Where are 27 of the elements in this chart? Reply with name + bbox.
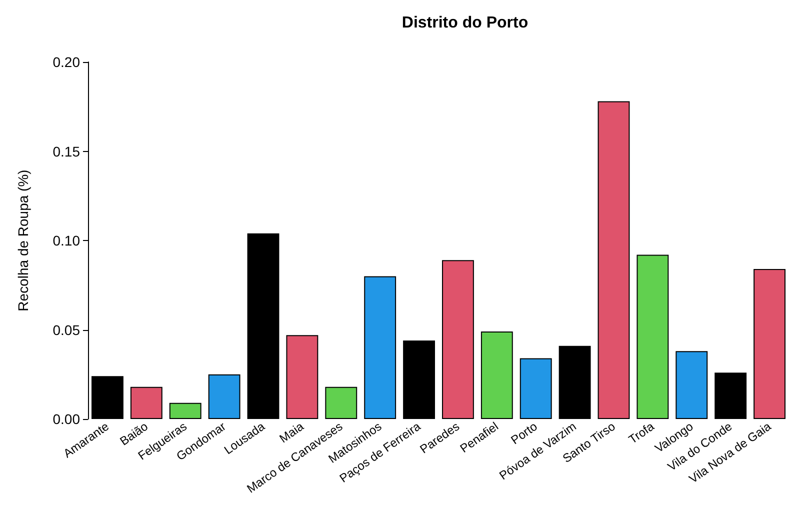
chart-title: Distrito do Porto xyxy=(402,14,528,32)
bar xyxy=(558,346,591,419)
y-tick-label: 0.20 xyxy=(52,54,80,70)
bar xyxy=(169,402,202,419)
x-tick-label: Trofa xyxy=(626,419,657,447)
bar xyxy=(92,376,124,419)
bar xyxy=(442,260,474,419)
y-axis-title: Recolha de Roupa (%) xyxy=(15,170,31,312)
y-tick-label: 0.10 xyxy=(52,232,80,248)
bar xyxy=(130,386,162,419)
bar xyxy=(286,335,318,419)
bar xyxy=(403,340,435,419)
y-tick-label: 0.05 xyxy=(52,322,80,338)
bar xyxy=(676,351,708,419)
bar xyxy=(598,101,630,419)
bar xyxy=(714,372,747,419)
bar xyxy=(520,358,552,419)
bar xyxy=(364,276,396,419)
bar xyxy=(754,269,786,419)
bar xyxy=(480,332,513,419)
bar xyxy=(247,233,280,419)
bar xyxy=(208,374,240,419)
bar xyxy=(636,254,669,419)
x-tick-label: Porto xyxy=(508,419,540,448)
y-tick-label: 0.00 xyxy=(52,411,80,427)
y-tick-label: 0.15 xyxy=(52,143,80,160)
bar xyxy=(325,386,358,419)
